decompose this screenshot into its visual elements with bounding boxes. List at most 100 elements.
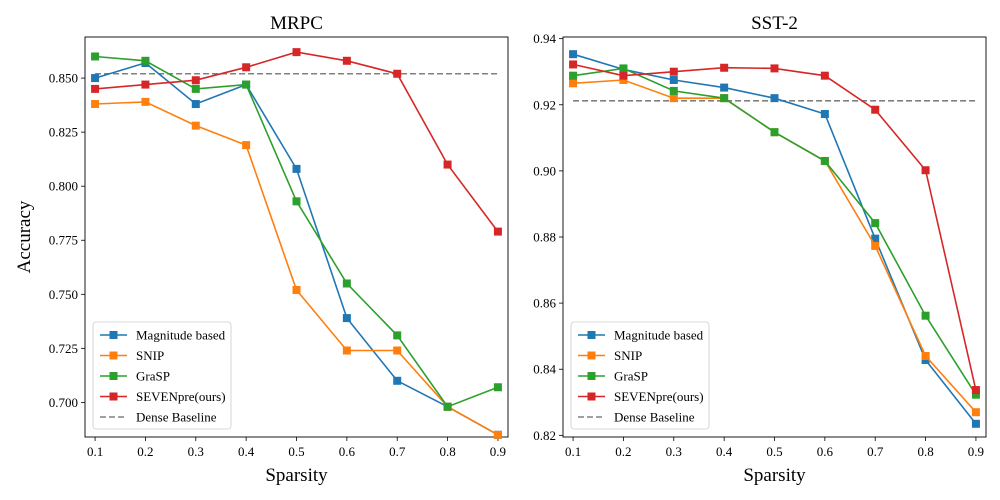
legend: Magnitude based SNIP GraSP SEVENpre(ours) De… [570, 321, 710, 430]
y-tick-label: 0.90 [533, 163, 556, 178]
data-point [191, 100, 200, 109]
data-point [91, 100, 100, 109]
legend-entry: Magnitude based [100, 328, 226, 343]
legend-label: Dense Baseline [136, 410, 217, 425]
x-tick-label: 0.4 [716, 444, 733, 459]
data-point [493, 383, 502, 392]
data-point [921, 311, 930, 320]
data-point [971, 386, 980, 395]
data-point [971, 390, 980, 399]
legend-entry: SEVENpre(ours) [100, 389, 226, 404]
y-tick-label: 0.850 [49, 71, 78, 86]
legend-entry: SNIP [100, 348, 164, 363]
legend-label: SEVENpre(ours) [614, 389, 704, 404]
data-point [569, 71, 578, 80]
legend-label: Dense Baseline [614, 410, 695, 425]
data-point [493, 430, 502, 439]
data-point [871, 241, 880, 250]
y-tick-label: 0.94 [533, 31, 556, 46]
data-point [141, 56, 150, 65]
data-point [820, 71, 829, 80]
data-point [971, 408, 980, 417]
series-sevenpre-ours- [91, 48, 502, 236]
data-point [292, 285, 301, 294]
data-point [292, 164, 301, 173]
data-point [669, 67, 678, 76]
data-point [871, 105, 880, 114]
series-snip [91, 97, 502, 439]
data-point [820, 110, 829, 119]
x-tick-label: 0.7 [389, 444, 406, 459]
data-point [669, 94, 678, 103]
data-point [971, 419, 980, 428]
legend: Magnitude based SNIP GraSP SEVENpre(ours) De… [92, 321, 232, 430]
data-point [342, 314, 351, 323]
data-point [569, 79, 578, 88]
legend-box [570, 321, 710, 430]
data-point [443, 160, 452, 169]
y-tick-label: 0.825 [49, 125, 78, 140]
y-axis-label: Accuracy [14, 200, 35, 273]
data-point [393, 346, 402, 355]
x-axis-label: Sparsity [743, 465, 806, 486]
x-tick-label: 0.9 [968, 444, 984, 459]
data-point [770, 128, 779, 137]
data-point [292, 48, 301, 57]
data-point [393, 376, 402, 385]
x-tick-label: 0.5 [766, 444, 782, 459]
x-tick-label: 0.3 [188, 444, 204, 459]
legend-entry: GraSP [100, 369, 170, 384]
data-point [619, 71, 628, 80]
legend-label: SNIP [136, 348, 164, 363]
data-point [569, 50, 578, 59]
data-point [141, 80, 150, 89]
x-tick-label: 0.6 [339, 444, 356, 459]
y-tick-label: 0.88 [533, 230, 556, 245]
y-tick-label: 0.82 [533, 428, 556, 443]
data-point [921, 166, 930, 175]
x-tick-label: 0.2 [137, 444, 153, 459]
data-point [292, 197, 301, 206]
x-tick-label: 0.1 [565, 444, 581, 459]
x-tick-label: 0.9 [490, 444, 506, 459]
x-tick-label: 0.2 [615, 444, 631, 459]
data-point [242, 80, 251, 89]
series-grasp [91, 52, 502, 411]
y-tick-label: 0.700 [49, 395, 78, 410]
data-point [619, 75, 628, 84]
data-point [242, 63, 251, 72]
data-point [871, 234, 880, 243]
x-tick-label: 0.8 [917, 444, 933, 459]
data-point [91, 74, 100, 83]
x-tick-label: 0.3 [666, 444, 682, 459]
legend-label: SNIP [614, 348, 642, 363]
y-tick-label: 0.775 [49, 233, 78, 248]
data-point [871, 219, 880, 228]
x-axis-label: Sparsity [265, 465, 328, 486]
data-point [669, 75, 678, 84]
data-point [720, 63, 729, 72]
x-tick-label: 0.6 [817, 444, 834, 459]
legend-entry: SNIP [578, 348, 642, 363]
data-point [921, 352, 930, 361]
legend-marker [109, 392, 118, 401]
chart-title: MRPC [270, 13, 323, 34]
y-tick-label: 0.725 [49, 341, 78, 356]
data-point [191, 76, 200, 85]
legend-entry: Dense Baseline [578, 410, 695, 425]
y-tick-label: 0.800 [49, 179, 78, 194]
legend-box [92, 321, 232, 430]
data-point [342, 346, 351, 355]
x-tick-label: 0.4 [238, 444, 255, 459]
chart-panel-0: MRPC 0.1 0.2 0.3 0.4 0.5 0.6 0.7 0.8 0.9 0.700 0.72… [14, 13, 509, 486]
data-point [770, 64, 779, 73]
data-point [191, 121, 200, 130]
y-tick-label: 0.750 [49, 287, 78, 302]
legend-entry: SEVENpre(ours) [578, 389, 704, 404]
series-grasp [569, 64, 980, 399]
legend-entry: Dense Baseline [100, 410, 217, 425]
data-point [393, 69, 402, 78]
legend-entry: GraSP [578, 369, 648, 384]
x-tick-label: 0.5 [288, 444, 304, 459]
